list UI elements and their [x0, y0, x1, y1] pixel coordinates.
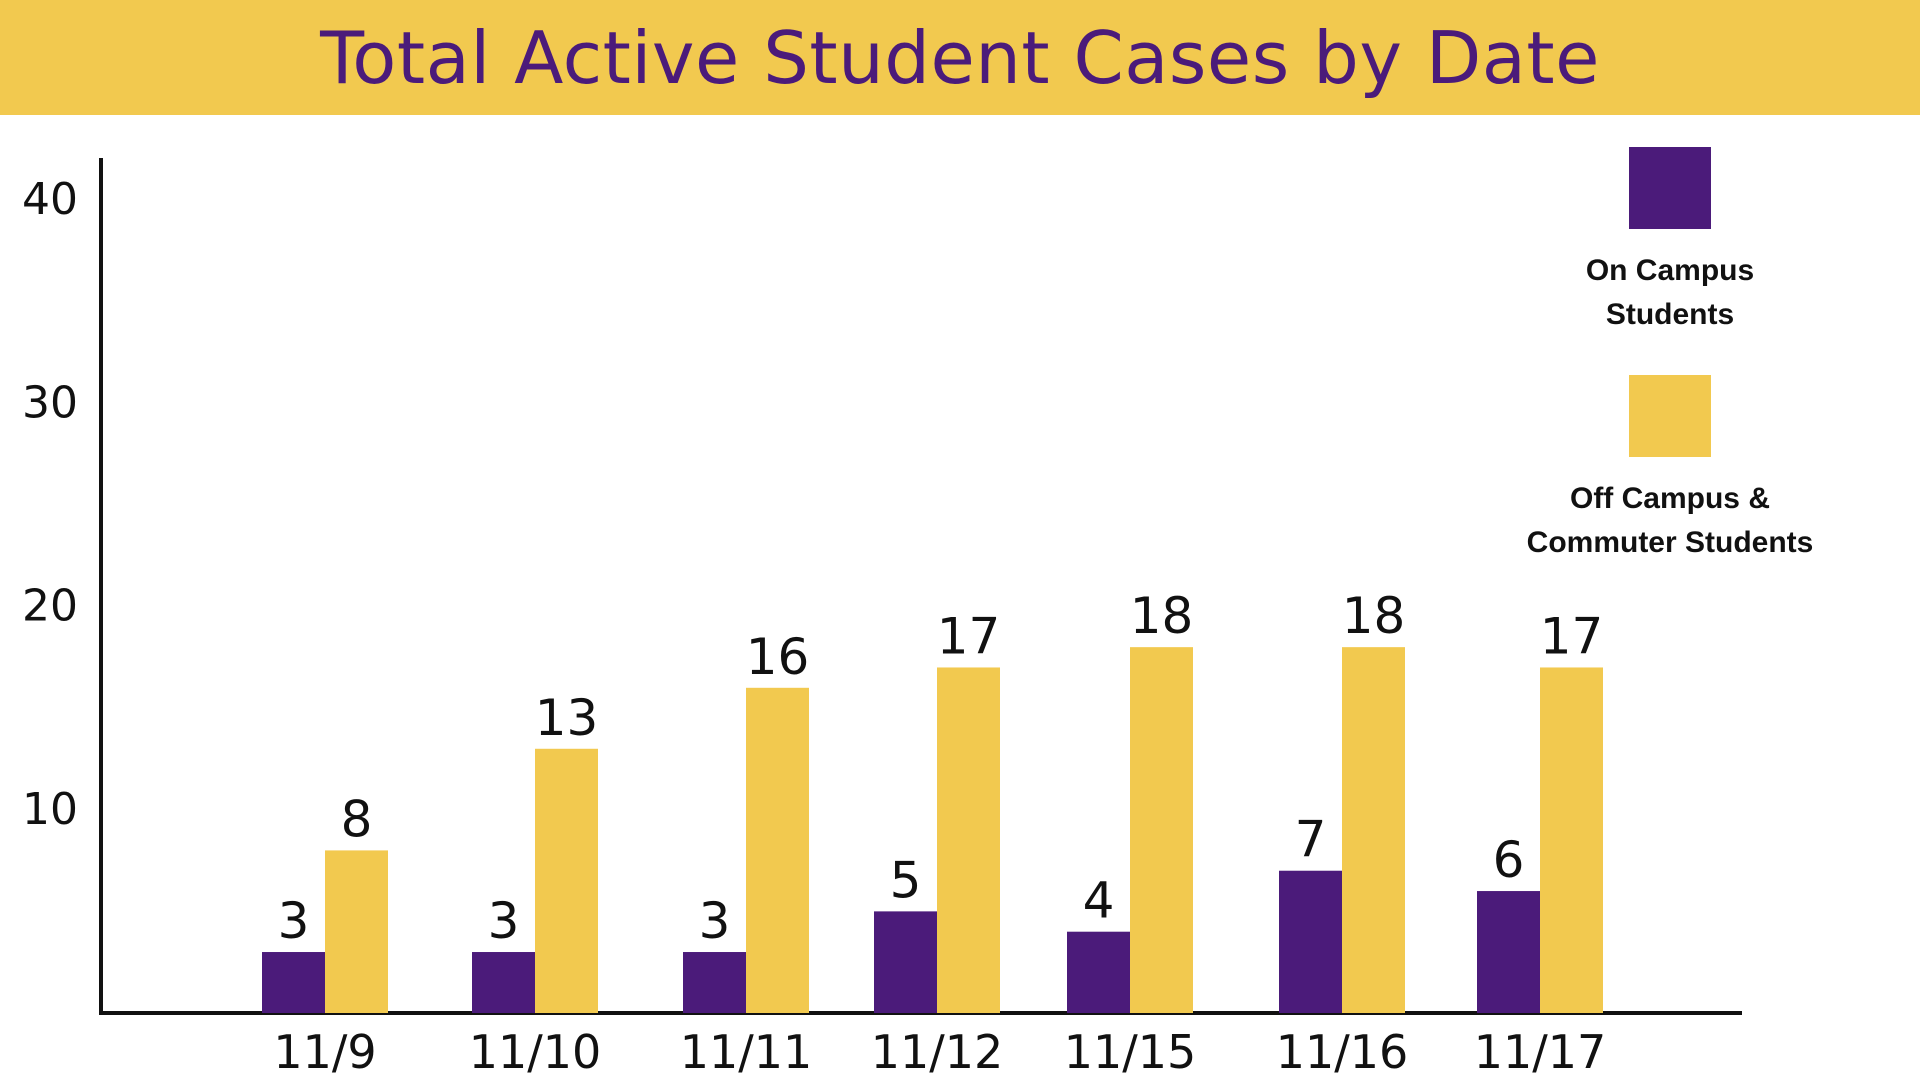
x-tick-label: 11/17	[1474, 1025, 1607, 1079]
x-tick-label: 11/16	[1276, 1025, 1409, 1079]
bar-off-campus	[746, 687, 809, 1013]
x-tick-label: 11/11	[680, 1025, 813, 1079]
legend-item-on-campus: On Campus Students	[1480, 147, 1860, 337]
data-label: 4	[1083, 872, 1115, 930]
x-tick-label: 11/15	[1064, 1025, 1197, 1079]
chart-title: Total Active Student Cases by Date	[320, 15, 1600, 100]
data-label: 5	[890, 851, 922, 909]
legend-label-line: Off Campus &	[1569, 482, 1770, 515]
bar-off-campus	[535, 748, 598, 1013]
legend-label-line: Commuter Students	[1526, 526, 1814, 559]
data-label: 3	[278, 892, 310, 950]
bar-on-campus	[1279, 870, 1342, 1013]
x-tick-label: 11/10	[469, 1025, 602, 1079]
data-label: 17	[1540, 607, 1604, 665]
bar-off-campus	[937, 667, 1000, 1013]
legend-label-line: On Campus	[1585, 254, 1755, 287]
bar-on-campus	[262, 952, 325, 1013]
title-banner: Total Active Student Cases by Date	[0, 0, 1920, 115]
bar-off-campus	[1342, 647, 1405, 1013]
bar-off-campus	[1130, 647, 1193, 1013]
legend-label-on-campus: On Campus Students	[1480, 249, 1860, 337]
data-label: 17	[937, 607, 1001, 665]
legend-swatch-off-campus	[1629, 375, 1711, 457]
legend-swatch-on-campus	[1629, 147, 1711, 229]
bar-on-campus	[1067, 931, 1130, 1013]
bar-on-campus	[874, 911, 937, 1013]
y-tick-label: 30	[22, 377, 78, 428]
y-tick-label: 10	[22, 784, 78, 835]
data-label: 3	[699, 892, 731, 950]
data-label: 6	[1493, 831, 1525, 889]
bar-on-campus	[683, 952, 746, 1013]
bar-on-campus	[472, 952, 535, 1013]
data-label: 18	[1130, 587, 1194, 645]
data-label: 8	[341, 790, 373, 848]
data-label: 7	[1295, 811, 1327, 869]
data-label: 18	[1342, 587, 1406, 645]
legend-item-off-campus: Off Campus & Commuter Students	[1480, 375, 1860, 565]
data-label: 16	[746, 628, 810, 686]
bar-off-campus	[1540, 667, 1603, 1013]
y-tick-label: 20	[22, 581, 78, 632]
legend-label-line: Students	[1605, 298, 1735, 331]
data-label: 3	[488, 892, 520, 950]
data-label: 13	[535, 689, 599, 747]
bar-on-campus	[1477, 891, 1540, 1013]
bar-off-campus	[325, 850, 388, 1013]
x-tick-label: 11/9	[273, 1025, 376, 1079]
y-tick-label: 40	[22, 174, 78, 225]
x-tick-label: 11/12	[871, 1025, 1004, 1079]
legend-label-off-campus: Off Campus & Commuter Students	[1480, 477, 1860, 565]
